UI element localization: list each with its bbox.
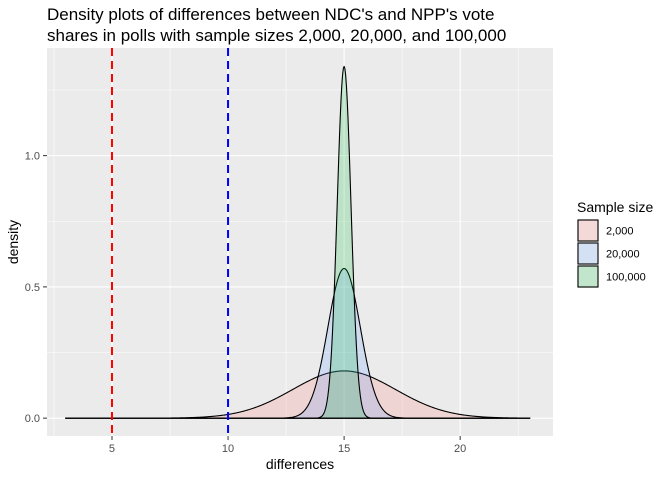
legend-key-bg xyxy=(577,242,599,265)
grid-minor xyxy=(47,48,553,436)
y-tick-label: 0.0 xyxy=(25,413,40,425)
legend-items: 2,000 20,000 100,000 xyxy=(577,219,646,288)
chart-title-line-2: shares in polls with sample sizes 2,000,… xyxy=(47,26,506,45)
legend-key-swatch xyxy=(577,219,599,242)
legend-key-swatch xyxy=(577,265,599,288)
x-tick-label: 10 xyxy=(222,443,234,455)
chart-title-line-1: Density plots of differences between NDC… xyxy=(47,5,494,24)
legend-key-bg xyxy=(577,219,599,242)
x-axis-ticks: 5 10 15 20 xyxy=(109,436,466,455)
x-tick-label: 20 xyxy=(454,443,466,455)
y-tick-label: 0.5 xyxy=(25,282,40,294)
legend-key-swatch xyxy=(577,242,599,265)
legend-label: 20,000 xyxy=(606,249,640,261)
x-tick-label: 5 xyxy=(109,443,115,455)
legend-key-bg xyxy=(577,265,599,288)
x-axis-title: differences xyxy=(266,456,334,472)
legend-label: 100,000 xyxy=(606,272,646,284)
legend-label: 2,000 xyxy=(606,226,634,238)
density-area-3 xyxy=(65,65,531,419)
y-axis-title: density xyxy=(5,220,21,264)
legend: Sample size 2,000 20,000 100,000 xyxy=(577,199,653,288)
y-tick-label: 1.0 xyxy=(25,151,40,163)
density-areas xyxy=(65,65,531,419)
y-axis-ticks: 0.0 0.5 1.0 xyxy=(25,151,47,425)
plot-panel xyxy=(47,48,553,436)
x-tick-label: 15 xyxy=(338,443,350,455)
legend-title: Sample size xyxy=(577,199,653,215)
